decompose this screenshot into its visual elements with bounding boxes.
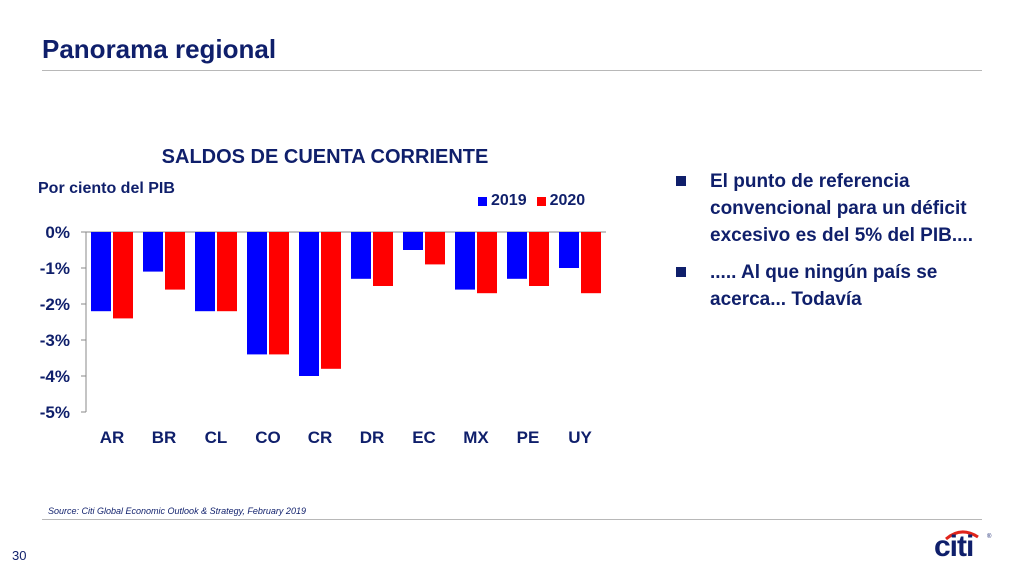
x-tick-label: BR [152,428,177,447]
y-tick-label: 0% [45,223,70,242]
legend-label-2020: 2020 [549,192,586,209]
x-tick-label: CR [308,428,333,447]
bullet-text: ..... Al que ningún país se acerca... To… [710,262,938,310]
legend-item-2020: 2020 [536,192,586,210]
page-number: 30 [12,548,27,563]
bar-2020-ar [113,232,133,319]
bar-2020-co [269,232,289,355]
chart-title: SALDOS DE CUENTA CORRIENTE [161,146,489,168]
bar-2019-ar [91,232,111,312]
x-tick-label: DR [360,428,385,447]
x-tick-label: AR [100,428,125,447]
y-tick-label: -2% [40,295,70,314]
bar-chart: 0% -1% -2% -3% -4% -5% AR BR CL CO CR DR EC MX PE UY [40,223,606,447]
page-title: Panorama regional [42,34,277,64]
logo-arc-icon [945,530,979,540]
footer-divider [42,519,982,520]
bullet-text: El punto de referencia convencional para… [710,171,973,246]
x-tick-label: CL [205,428,228,447]
x-tick-label: EC [412,428,436,447]
bar-2019-co [247,232,267,355]
bar-2019-pe [507,232,527,279]
bar-2020-mx [477,232,497,294]
bar-2020-dr [373,232,393,286]
logo-text: citi [934,530,974,563]
legend-swatch-2019 [478,196,487,206]
bar-2019-cr [299,232,319,376]
bullet-item: ..... Al que ningún país se acerca... To… [676,259,976,313]
bar-2019-ec [403,232,423,250]
bar-2019-uy [559,232,579,268]
bar-2020-ec [425,232,445,265]
title-divider [42,70,982,71]
bar-2020-cl [217,232,237,312]
x-tick-label: UY [568,428,592,447]
bar-2020-pe [529,232,549,286]
legend-swatch-2020 [536,196,546,206]
x-tick-label: MX [463,428,489,447]
source-note: Source: Citi Global Economic Outlook & S… [48,506,306,516]
bar-2020-br [165,232,185,290]
bullet-item: El punto de referencia convencional para… [676,168,976,249]
chart-legend: 2019 2020 [478,192,595,210]
logo-registered-mark: ® [987,534,992,540]
bar-2019-br [143,232,163,272]
x-tick-label: CO [255,428,281,447]
bar-2019-cl [195,232,215,312]
legend-item-2019: 2019 [478,192,527,210]
bar-2019-mx [455,232,475,290]
bar-2020-uy [581,232,601,294]
y-tick-label: -1% [40,259,70,278]
bullet-list: El punto de referencia convencional para… [676,168,976,323]
square-bullet-icon [676,176,686,186]
square-bullet-icon [676,267,686,277]
y-tick-label: -5% [40,403,70,422]
x-tick-label: PE [517,428,540,447]
citi-logo: citi ® [934,528,994,568]
bar-2020-cr [321,232,341,369]
y-tick-label: -4% [40,367,70,386]
y-tick-label: -3% [40,331,70,350]
bar-2019-dr [351,232,371,279]
y-axis-label: Por ciento del PIB [38,180,175,197]
legend-label-2019: 2019 [491,192,527,209]
